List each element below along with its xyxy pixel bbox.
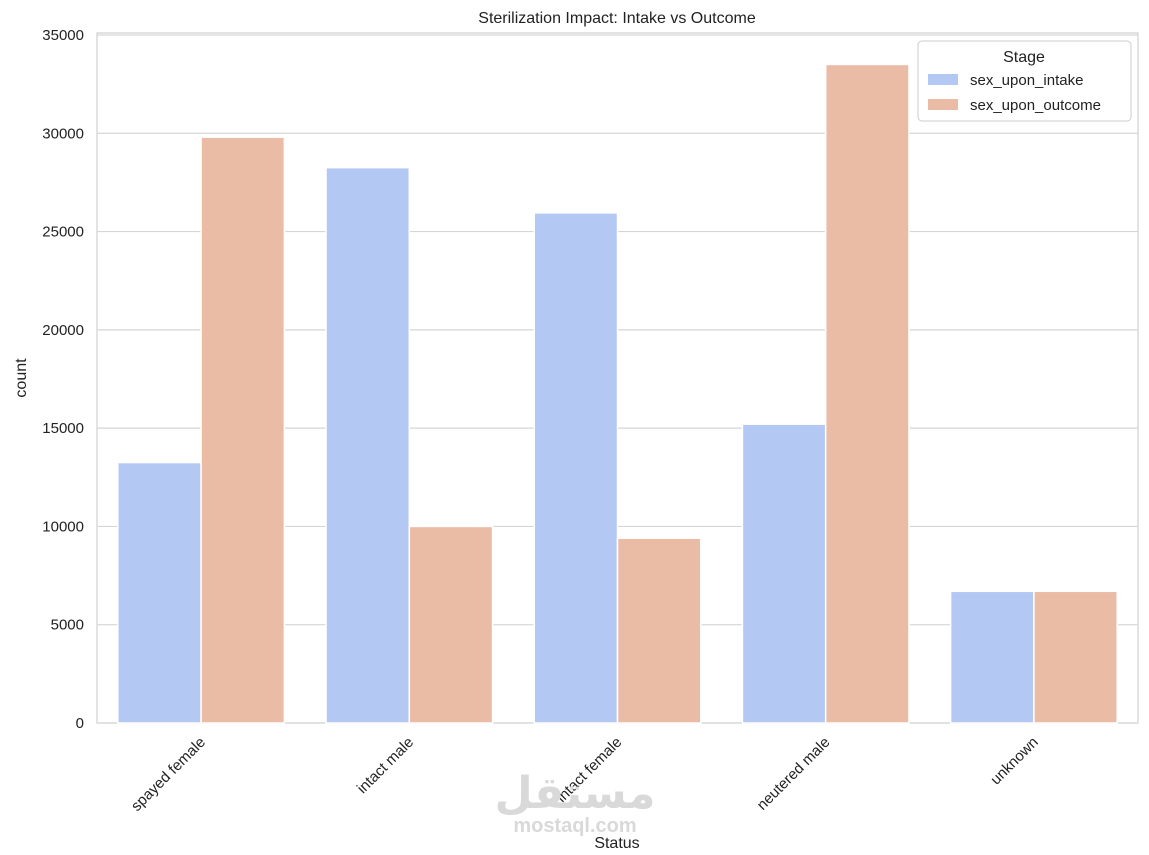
- bars: [117, 63, 1118, 724]
- y-tick-label: 35000: [42, 27, 84, 44]
- y-tick-label: 30000: [42, 125, 84, 142]
- y-tick-label: 0: [76, 715, 84, 732]
- y-axis-label: count: [13, 358, 30, 398]
- watermark: مستقل mostaql.com: [495, 769, 656, 837]
- bar-sex-upon-intake: [533, 212, 619, 724]
- legend-swatch-outcome: [928, 99, 958, 110]
- bar-sex-upon-outcome: [1033, 590, 1118, 724]
- y-tick-label: 5000: [51, 617, 84, 634]
- y-tick-label: 25000: [42, 224, 84, 241]
- x-tick-label: intact male: [354, 734, 417, 797]
- x-tick-label: neutered male: [754, 734, 834, 814]
- legend: Stage sex_upon_intake sex_upon_outcome: [917, 40, 1132, 122]
- y-tick-labels: 0 5000 10000 15000 20000 25000 30000 35000: [42, 27, 84, 732]
- bar-sex-upon-intake: [741, 423, 827, 724]
- bar-sex-upon-outcome: [616, 537, 702, 724]
- x-tick-label: unknown: [987, 734, 1041, 788]
- bar-sex-upon-intake: [949, 590, 1035, 724]
- y-tick-label: 15000: [42, 420, 84, 437]
- watermark-arabic: مستقل: [495, 769, 656, 818]
- bar-sex-upon-outcome: [408, 525, 494, 724]
- legend-title: Stage: [1003, 49, 1045, 66]
- legend-box: [917, 40, 1132, 122]
- legend-swatch-intake: [928, 74, 958, 85]
- bar-sex-upon-outcome: [200, 136, 286, 724]
- watermark-latin: mostaql.com: [513, 815, 636, 837]
- x-axis-label: Status: [594, 835, 639, 852]
- legend-label-intake: sex_upon_intake: [970, 72, 1083, 89]
- bar-sex-upon-intake: [117, 461, 202, 724]
- y-tick-label: 10000: [42, 518, 84, 535]
- chart-title: Sterilization Impact: Intake vs Outcome: [478, 10, 756, 27]
- x-tick-label: spayed female: [128, 734, 209, 815]
- bar-sex-upon-outcome: [824, 63, 910, 724]
- y-tick-label: 20000: [42, 322, 84, 339]
- bar-sex-upon-intake: [325, 166, 411, 724]
- legend-label-outcome: sex_upon_outcome: [970, 97, 1101, 114]
